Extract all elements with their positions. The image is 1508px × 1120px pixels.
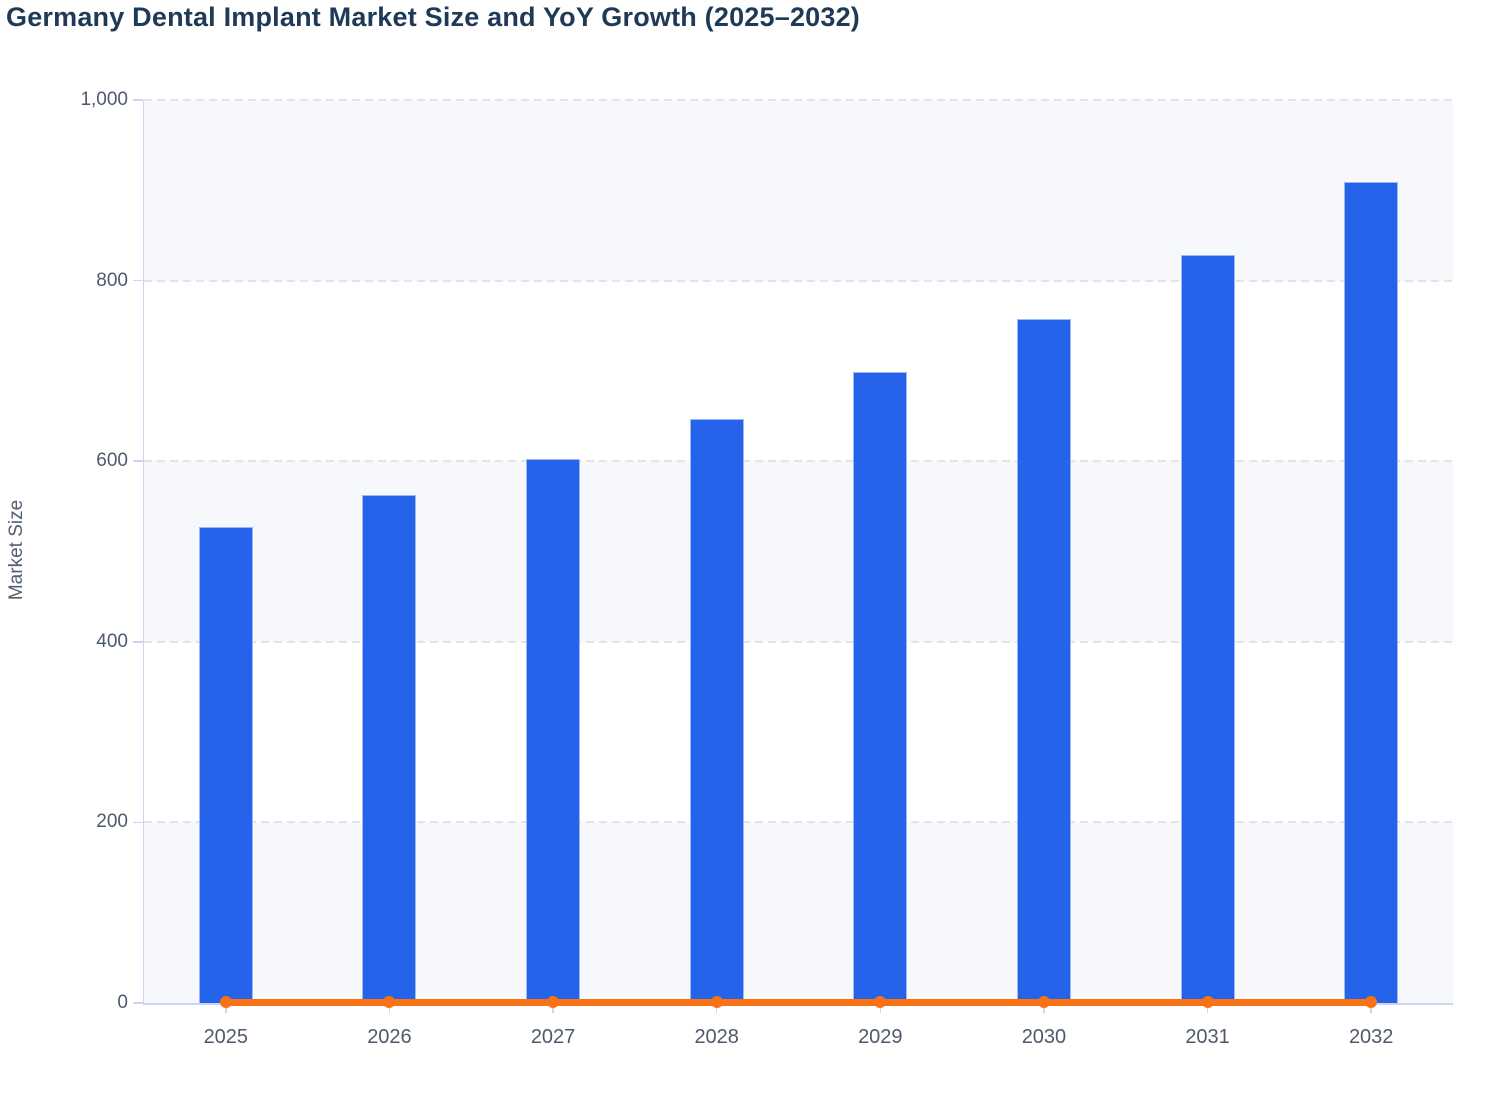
y-tick-800	[133, 279, 143, 282]
plot-band-800-1000	[144, 100, 1453, 281]
h-gridline-400	[144, 640, 1453, 643]
h-gridline-1000	[144, 99, 1453, 101]
y-axis-tick-label-600: 600	[96, 450, 128, 472]
plot-band-400-600	[144, 461, 1453, 642]
y-axis-tick-label-400: 400	[96, 630, 128, 652]
h-gridline-600	[144, 460, 1453, 463]
y-tick-1000	[133, 99, 143, 101]
x-axis-label-2030: 2030	[1021, 1026, 1067, 1048]
plot-area	[144, 99, 1453, 1009]
x-tick-2029	[879, 1003, 882, 1013]
x-axis-label-2027: 2027	[530, 1026, 576, 1048]
market-size-bar-2028	[689, 418, 744, 1003]
y-axis-tick-label-0: 0	[117, 992, 128, 1013]
x-axis-label-2025: 2025	[203, 1026, 249, 1048]
x-axis-label-2031: 2031	[1185, 1026, 1230, 1048]
market-size-bar-2027	[526, 459, 581, 1003]
market-size-bar-2031	[1180, 255, 1235, 1003]
x-tick-2026	[388, 1003, 391, 1013]
yoy-growth-marker-2027	[547, 996, 560, 1009]
yoy-growth-marker-2025	[219, 996, 232, 1009]
y-axis-line	[142, 100, 144, 1003]
yoy-growth-marker-2032	[1365, 996, 1378, 1009]
yoy-growth-marker-2026	[383, 996, 396, 1009]
plot-band-0-200	[144, 822, 1453, 1003]
y-tick-400	[133, 641, 143, 643]
h-gridline-800	[144, 279, 1453, 282]
y-tick-0	[133, 1002, 143, 1004]
y-tick-200	[133, 821, 143, 824]
market-size-bar-2026	[362, 494, 417, 1003]
y-axis-tick-label-800: 800	[96, 269, 128, 291]
x-tick-2032	[1370, 1003, 1372, 1013]
x-axis-label-2029: 2029	[858, 1026, 903, 1048]
x-axis-label-2032: 2032	[1348, 1026, 1394, 1048]
market-size-bar-2030	[1016, 318, 1071, 1003]
y-tick-600	[133, 460, 143, 462]
yoy-growth-marker-2031	[1201, 996, 1214, 1009]
h-gridline-200	[144, 821, 1453, 824]
x-axis-label-2028: 2028	[694, 1026, 739, 1048]
yoy-growth-marker-2030	[1037, 996, 1050, 1009]
yoy-growth-marker-2029	[874, 996, 887, 1009]
yoy-growth-marker-2028	[710, 996, 723, 1009]
market-size-bar-2025	[198, 527, 253, 1003]
y-axis-tick-label-200: 200	[96, 811, 128, 833]
market-size-bar-2029	[853, 371, 908, 1003]
x-axis-label-2026: 2026	[367, 1026, 412, 1048]
yoy-growth-line	[225, 999, 1372, 1006]
y-axis-tick-label-1000: 1,000	[80, 89, 128, 110]
x-tick-2027	[552, 1003, 554, 1013]
y-axis-title: Market Size	[6, 499, 27, 601]
market-size-bar-2032	[1344, 182, 1399, 1003]
chart-title: Germany Dental Implant Market Size and Y…	[6, 2, 860, 32]
